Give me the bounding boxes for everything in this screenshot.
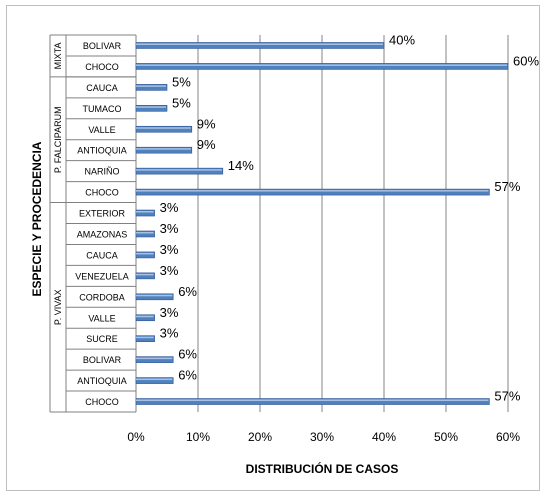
category-label: CHOCO bbox=[85, 188, 119, 198]
category-label: CORDOBA bbox=[79, 292, 125, 302]
bar-highlight bbox=[136, 106, 166, 108]
x-tick-label: 50% bbox=[434, 430, 458, 444]
bar-highlight bbox=[136, 43, 383, 45]
data-label: 3% bbox=[160, 263, 179, 278]
x-tick-label: 30% bbox=[310, 430, 334, 444]
category-label: NARIÑO bbox=[84, 167, 119, 177]
group-label: P. FALCIPARUM bbox=[53, 106, 63, 173]
category-label: CAUCA bbox=[86, 83, 118, 93]
data-label: 6% bbox=[178, 368, 197, 383]
data-label: 5% bbox=[172, 95, 191, 110]
data-label: 14% bbox=[228, 158, 254, 173]
bar bbox=[135, 251, 155, 259]
data-label: 40% bbox=[389, 32, 415, 47]
category-label: EXTERIOR bbox=[79, 209, 126, 219]
data-label: 6% bbox=[178, 284, 197, 299]
data-label: 3% bbox=[160, 242, 179, 257]
data-label: 5% bbox=[172, 74, 191, 89]
bar bbox=[135, 125, 193, 133]
data-label: 3% bbox=[160, 221, 179, 236]
category-label: SUCRE bbox=[86, 334, 118, 344]
bar-highlight bbox=[136, 127, 191, 129]
bar-highlight bbox=[136, 148, 191, 150]
chart-frame bbox=[6, 5, 540, 491]
bar bbox=[135, 335, 155, 342]
bar-highlight bbox=[136, 231, 154, 234]
x-tick-label: 60% bbox=[496, 430, 520, 444]
category-label: VENEZUELA bbox=[75, 271, 129, 281]
data-label: 3% bbox=[160, 305, 179, 320]
category-label: BOLIVAR bbox=[83, 41, 122, 51]
data-label: 57% bbox=[494, 179, 520, 194]
bar bbox=[135, 63, 509, 70]
bar-highlight bbox=[136, 85, 166, 87]
category-label: AMAZONAS bbox=[77, 229, 128, 239]
data-label: 60% bbox=[513, 53, 539, 68]
bar bbox=[135, 293, 174, 301]
bar-highlight bbox=[136, 273, 154, 276]
category-label: CHOCO bbox=[85, 397, 119, 407]
category-label: CAUCA bbox=[86, 250, 118, 260]
bar-highlight bbox=[136, 336, 154, 339]
bar-highlight bbox=[136, 190, 489, 192]
x-tick-label: 20% bbox=[248, 430, 272, 444]
category-label: ANTIOQUIA bbox=[77, 376, 127, 386]
category-label: CHOCO bbox=[85, 62, 119, 72]
category-label: BOLIVAR bbox=[83, 355, 122, 365]
data-label: 57% bbox=[494, 389, 520, 404]
bar bbox=[135, 314, 155, 322]
x-tick-label: 40% bbox=[372, 430, 396, 444]
bar bbox=[135, 209, 155, 217]
bar-highlight bbox=[136, 315, 154, 318]
category-label: ANTIOQUIA bbox=[77, 146, 127, 156]
data-label: 6% bbox=[178, 347, 197, 362]
bar bbox=[135, 146, 193, 154]
x-axis-title: DISTRIBUCIÓN DE CASOS bbox=[246, 461, 399, 476]
bar-highlight bbox=[136, 252, 154, 255]
bars bbox=[135, 42, 509, 405]
group-label: P. VIVAX bbox=[53, 289, 63, 325]
data-label: 3% bbox=[160, 200, 179, 215]
bar-highlight bbox=[136, 378, 173, 381]
x-tick-label: 0% bbox=[127, 430, 145, 444]
bar-highlight bbox=[136, 64, 507, 66]
bar bbox=[135, 42, 385, 49]
bar bbox=[135, 230, 155, 238]
category-label: VALLE bbox=[88, 125, 115, 135]
y-axis-title: ESPECIE Y PROCEDENCIA bbox=[30, 141, 44, 296]
bar-highlight bbox=[136, 294, 173, 297]
group-label: MIXTA bbox=[53, 43, 63, 70]
x-tick-label: 10% bbox=[186, 430, 210, 444]
gridlines bbox=[49, 34, 509, 413]
bar bbox=[135, 377, 174, 384]
bar bbox=[135, 105, 168, 112]
bar-highlight bbox=[136, 169, 222, 171]
bar bbox=[135, 188, 490, 196]
bar bbox=[135, 356, 174, 363]
data-label: 3% bbox=[160, 326, 179, 341]
bar bbox=[135, 398, 490, 405]
category-label: VALLE bbox=[88, 313, 115, 323]
bar-highlight bbox=[136, 357, 173, 360]
bar-highlight bbox=[136, 211, 154, 213]
data-label: 9% bbox=[197, 116, 216, 131]
bar bbox=[135, 167, 224, 175]
bar bbox=[135, 84, 168, 91]
category-label: TUMACO bbox=[83, 104, 122, 114]
bar-highlight bbox=[136, 399, 489, 402]
bar bbox=[135, 272, 155, 280]
labels: 0% 10% 20% 30% 40% 50% 60% MIXTA BOLIVAR 40% CHOCO… bbox=[53, 32, 539, 444]
data-label: 9% bbox=[197, 137, 216, 152]
